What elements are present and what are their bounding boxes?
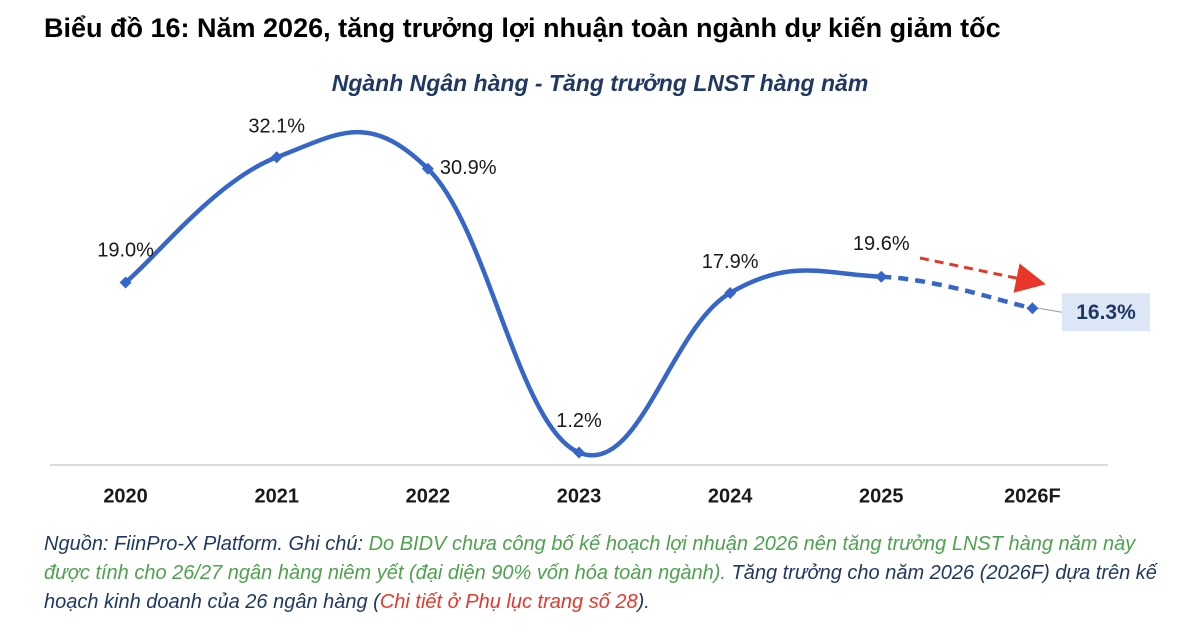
x-tick-label: 2025 [859, 485, 904, 507]
footnote-text: ). [637, 591, 650, 613]
footnote-text: Do BIDV chưa công bố kế hoạch lợi nhuận … [44, 533, 1136, 584]
line [123, 130, 884, 458]
data-label: 19.0% [97, 240, 154, 262]
label-box [1062, 293, 1150, 332]
footnote-text: Nguồn: FiinPro-X Platform. Ghi chú: [44, 533, 369, 555]
leader-line [1038, 307, 1063, 313]
x-tick-label: 2024 [708, 485, 753, 507]
footnote-text: Chi tiết ở Phụ lục trang số 28 [379, 591, 638, 613]
marker [573, 446, 585, 459]
data-label: 32.1% [248, 116, 305, 138]
data-label: 1.2% [556, 410, 602, 432]
footnote: Nguồn: FiinPro-X Platform. Ghi chú: Do B… [44, 530, 1184, 617]
marker [724, 286, 737, 299]
x-tick-label: 2021 [254, 485, 299, 507]
data-label: 16.3% [1076, 301, 1136, 324]
data-label: 19.6% [853, 233, 910, 255]
footnote-text: Tăng trưởng cho năm 2026 (2026F) dựa trê… [44, 562, 1157, 613]
x-tick-label: 2022 [406, 485, 451, 507]
chart-subtitle: Ngành Ngân hàng - Tăng trưởng LNST hàng … [332, 70, 869, 96]
marker [119, 276, 132, 289]
marker [1026, 302, 1039, 315]
x-tick-label: 2026F [1004, 485, 1061, 507]
trend-arrow [919, 256, 1046, 293]
marker [421, 162, 434, 175]
x-tick-label: 2020 [103, 485, 148, 507]
marker [270, 151, 283, 164]
data-label: 17.9% [702, 251, 759, 273]
marker [875, 270, 888, 283]
data-label: 30.9% [440, 157, 497, 179]
x-tick-label: 2023 [557, 485, 602, 507]
chart: Biểu đồ 16: Năm 2026, tăng trưởng lợi nh… [44, 13, 1150, 507]
forecast-line [881, 274, 1033, 311]
chart-title: Biểu đồ 16: Năm 2026, tăng trưởng lợi nh… [44, 13, 1001, 43]
